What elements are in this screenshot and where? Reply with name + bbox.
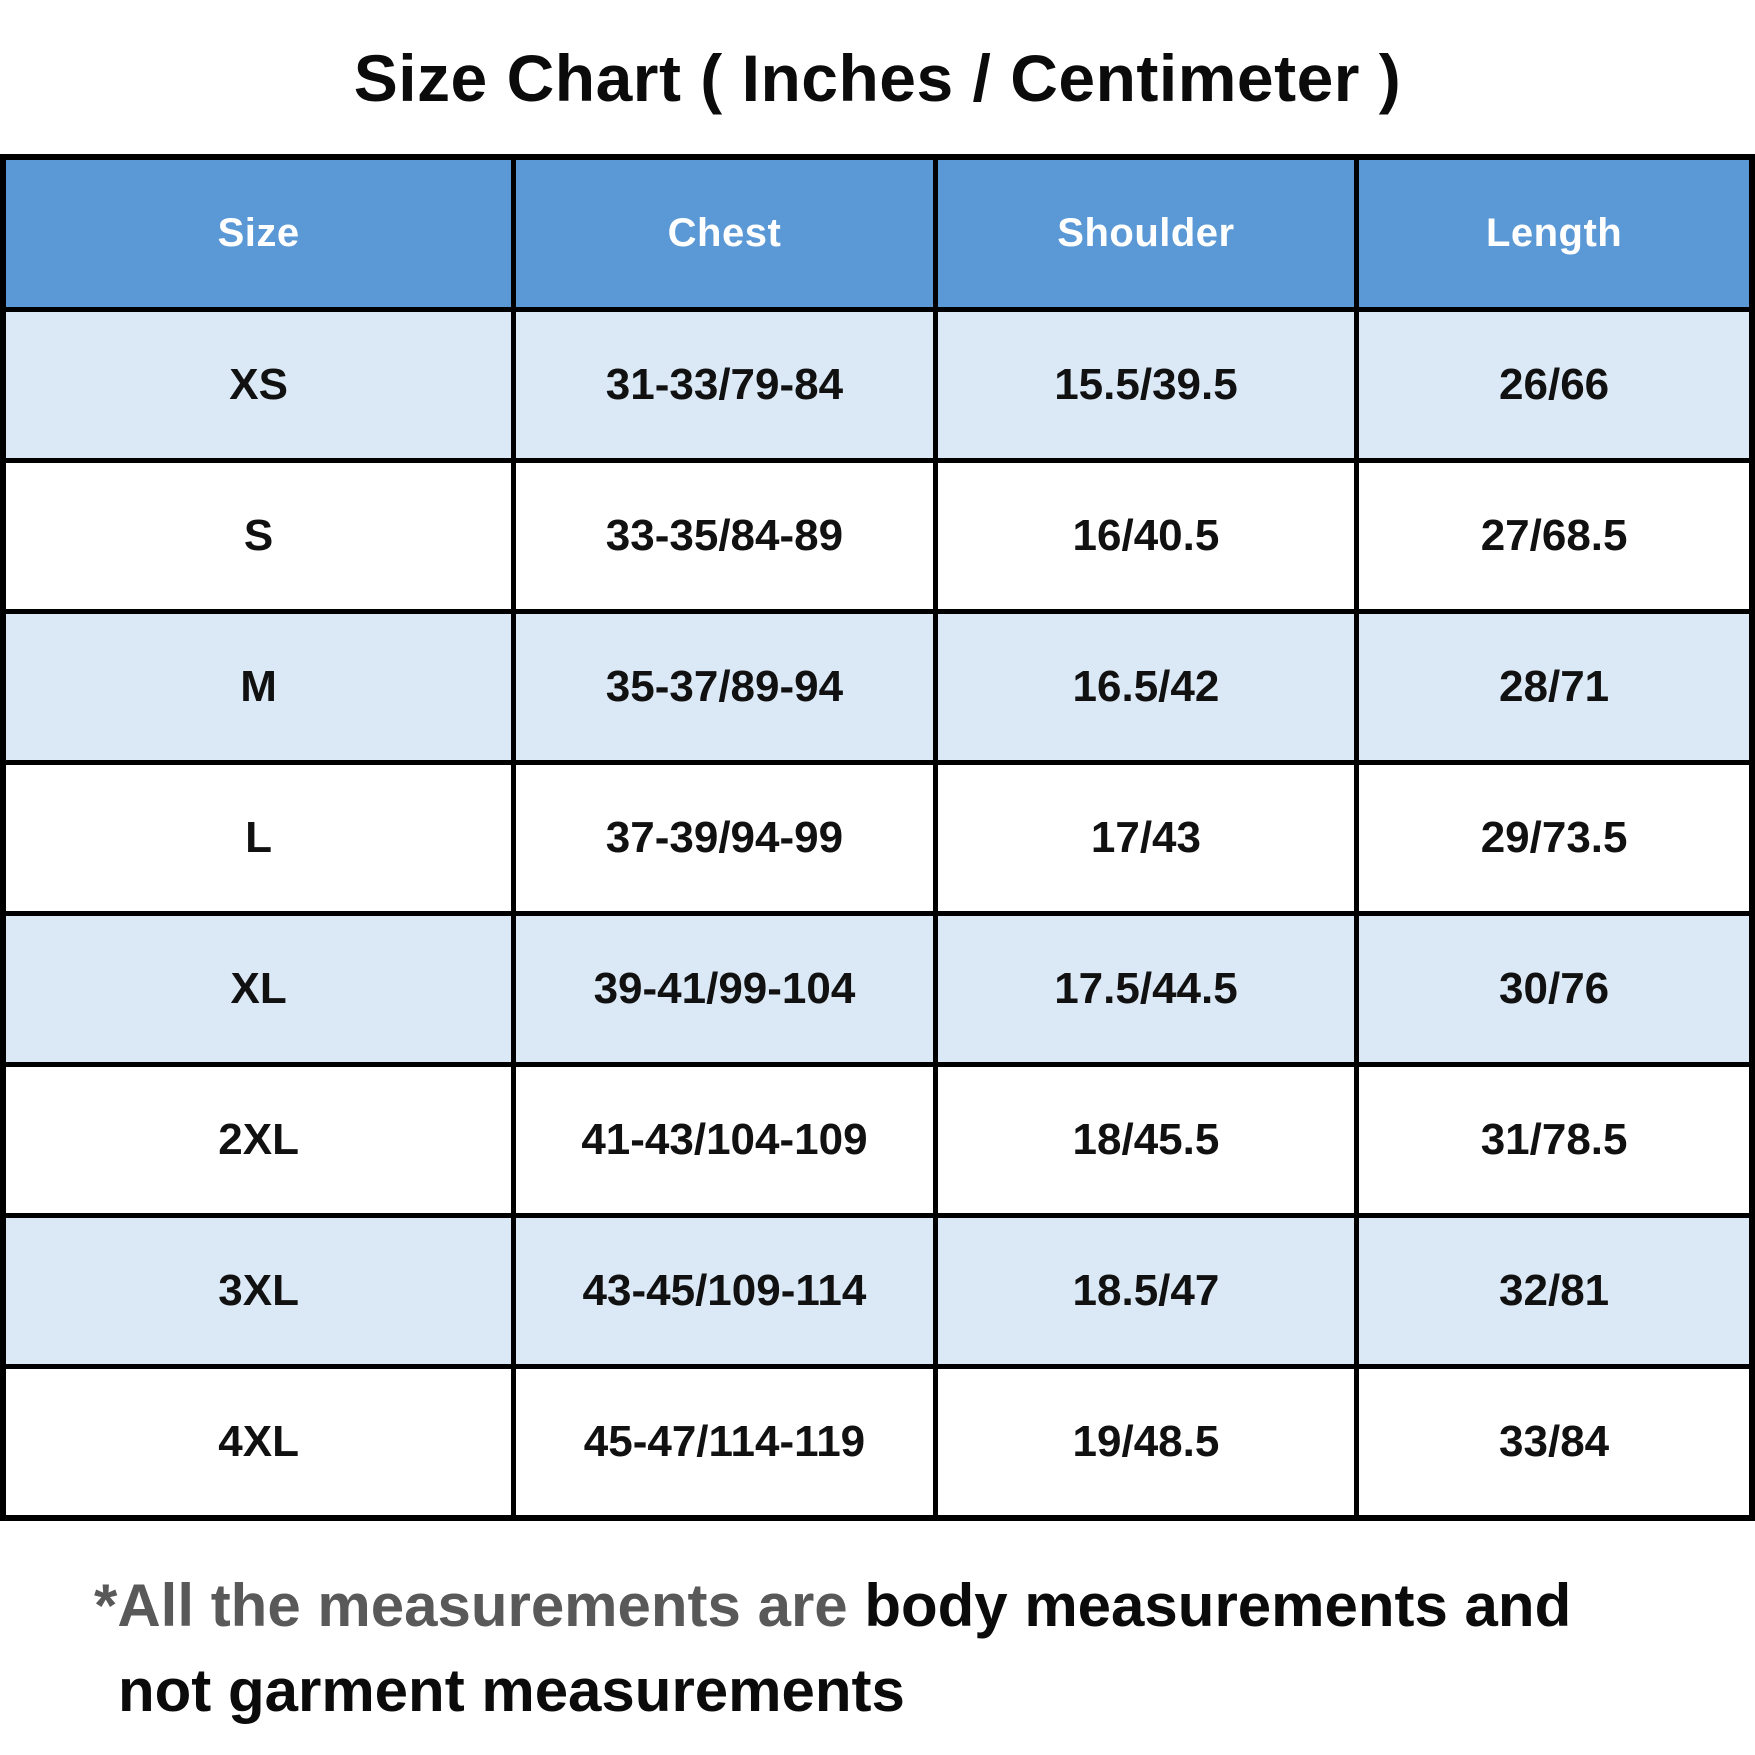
cell-size: M (0, 609, 517, 765)
table-row: XL 39-41/99-104 17.5/44.5 30/76 (0, 911, 1755, 1067)
cell-chest: 31-33/79-84 (511, 307, 938, 463)
cell-size: XS (0, 307, 517, 463)
cell-length: 29/73.5 (1354, 760, 1755, 916)
cell-size: 2XL (0, 1062, 517, 1218)
cell-length: 32/81 (1354, 1213, 1755, 1369)
size-table: Size Chest Shoulder Length XS 31-33/79-84… (0, 154, 1755, 1521)
table-row: S 33-35/84-89 16/40.5 27/68.5 (0, 458, 1755, 614)
cell-size: 3XL (0, 1213, 517, 1369)
cell-size: S (0, 458, 517, 614)
cell-size: XL (0, 911, 517, 1067)
cell-size: L (0, 760, 517, 916)
header-cell-chest: Chest (511, 154, 938, 312)
cell-length: 30/76 (1354, 911, 1755, 1067)
header-cell-shoulder: Shoulder (932, 154, 1360, 312)
cell-size: 4XL (0, 1364, 517, 1521)
cell-shoulder: 18.5/47 (932, 1213, 1360, 1369)
cell-chest: 45-47/114-119 (511, 1364, 938, 1521)
table-row: M 35-37/89-94 16.5/42 28/71 (0, 609, 1755, 765)
cell-length: 31/78.5 (1354, 1062, 1755, 1218)
footnote-black-line2: not garment measurements (118, 1657, 905, 1725)
cell-chest: 43-45/109-114 (511, 1213, 938, 1369)
cell-length: 28/71 (1354, 609, 1755, 765)
table-row: L 37-39/94-99 17/43 29/73.5 (0, 760, 1755, 916)
table-row: XS 31-33/79-84 15.5/39.5 26/66 (0, 307, 1755, 463)
cell-shoulder: 16.5/42 (932, 609, 1360, 765)
cell-shoulder: 17.5/44.5 (932, 911, 1360, 1067)
table-row: 4XL 45-47/114-119 19/48.5 33/84 (0, 1364, 1755, 1521)
footnote: *All the measurements are body measureme… (94, 1563, 1715, 1733)
cell-length: 27/68.5 (1354, 458, 1755, 614)
cell-chest: 41-43/104-109 (511, 1062, 938, 1218)
footnote-black-line1: body measurements and (864, 1572, 1572, 1639)
cell-length: 26/66 (1354, 307, 1755, 463)
table-row: 3XL 43-45/109-114 18.5/47 32/81 (0, 1213, 1755, 1369)
cell-chest: 39-41/99-104 (511, 911, 938, 1067)
table-row: 2XL 41-43/104-109 18/45.5 31/78.5 (0, 1062, 1755, 1218)
cell-chest: 37-39/94-99 (511, 760, 938, 916)
header-cell-length: Length (1354, 154, 1755, 312)
cell-shoulder: 18/45.5 (932, 1062, 1360, 1218)
cell-shoulder: 15.5/39.5 (932, 307, 1360, 463)
cell-shoulder: 16/40.5 (932, 458, 1360, 614)
cell-shoulder: 19/48.5 (932, 1364, 1360, 1521)
table-header-row: Size Chest Shoulder Length (0, 154, 1755, 312)
cell-length: 33/84 (1354, 1364, 1755, 1521)
header-cell-size: Size (0, 154, 517, 312)
footnote-gray-text: *All the measurements are (94, 1572, 848, 1639)
cell-chest: 35-37/89-94 (511, 609, 938, 765)
size-table-body: XS 31-33/79-84 15.5/39.5 26/66 S 33-35/84-89 1… (0, 307, 1755, 1521)
cell-chest: 33-35/84-89 (511, 458, 938, 614)
cell-shoulder: 17/43 (932, 760, 1360, 916)
page-title: Size Chart ( Inches / Centimeter ) (353, 41, 1402, 115)
